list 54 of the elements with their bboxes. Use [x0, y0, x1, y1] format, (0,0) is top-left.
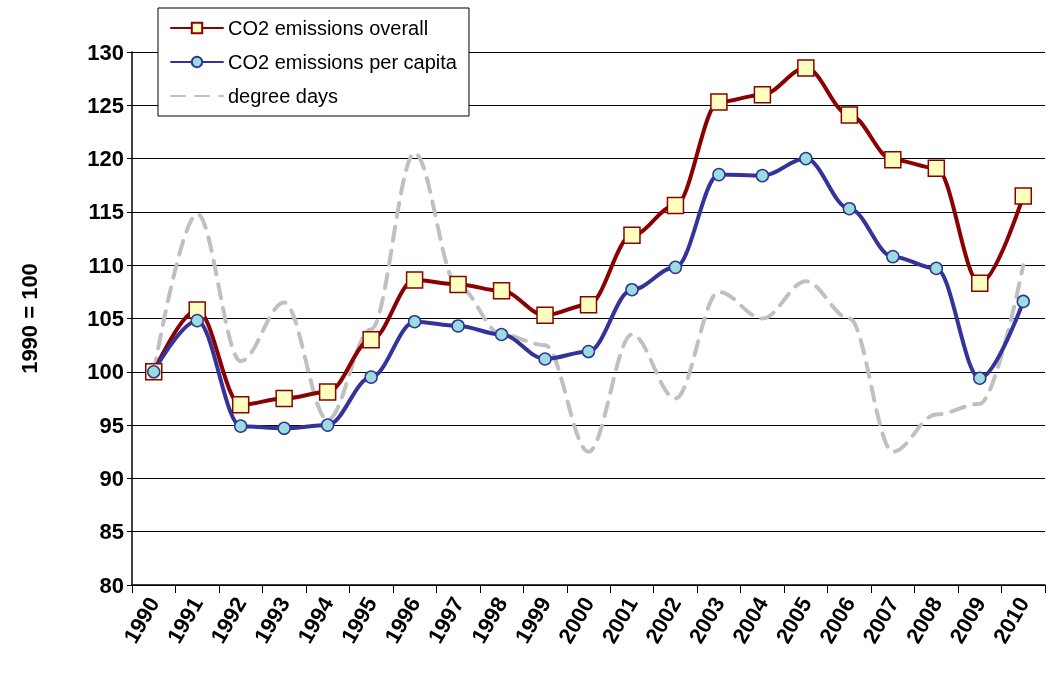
y-tick-label: 120	[87, 146, 124, 172]
point	[1016, 294, 1031, 309]
y-tick-label: 100	[87, 359, 124, 385]
point	[799, 151, 813, 166]
point	[494, 327, 509, 342]
y-tick-label: 115	[88, 199, 124, 225]
point	[710, 93, 728, 111]
point	[929, 261, 944, 276]
legend-label: degree days	[228, 85, 339, 107]
point	[320, 418, 335, 432]
y-axis-title: 1990 = 100	[16, 263, 42, 374]
point	[451, 319, 465, 333]
y-tick-label: 95	[99, 412, 124, 438]
point	[840, 106, 859, 124]
point	[668, 260, 683, 275]
point	[927, 159, 946, 177]
point	[407, 314, 422, 329]
point	[318, 383, 337, 401]
point	[275, 389, 293, 408]
point	[797, 59, 815, 77]
point	[492, 282, 511, 300]
y-tick-label: 105	[87, 306, 124, 331]
point	[625, 282, 639, 297]
point	[623, 226, 641, 245]
legend-label: CO2 emissions per capita	[228, 51, 458, 73]
point	[405, 271, 424, 289]
point	[536, 306, 554, 325]
point	[971, 274, 989, 293]
y-tick-label: 85	[99, 519, 124, 545]
point	[755, 168, 770, 183]
point	[190, 313, 204, 328]
point	[712, 167, 726, 182]
point	[449, 275, 467, 294]
y-tick-label: 90	[99, 465, 124, 491]
point	[753, 85, 772, 104]
point	[362, 331, 380, 349]
point	[579, 295, 598, 314]
y-tick-label: 110	[88, 252, 124, 278]
y-tick-label: 130	[87, 39, 124, 65]
point	[842, 201, 857, 216]
y-tick-label: 125	[87, 92, 124, 118]
point	[884, 150, 902, 169]
point	[538, 352, 552, 366]
point	[581, 344, 596, 359]
point	[973, 371, 987, 385]
legend-label: CO2 emissions overall	[228, 17, 429, 39]
point	[364, 370, 378, 384]
point	[886, 249, 900, 264]
point	[231, 396, 250, 414]
point	[277, 421, 291, 436]
point	[233, 419, 248, 433]
point	[666, 196, 685, 215]
y-tick-label: 80	[99, 572, 124, 598]
point	[1014, 187, 1033, 205]
